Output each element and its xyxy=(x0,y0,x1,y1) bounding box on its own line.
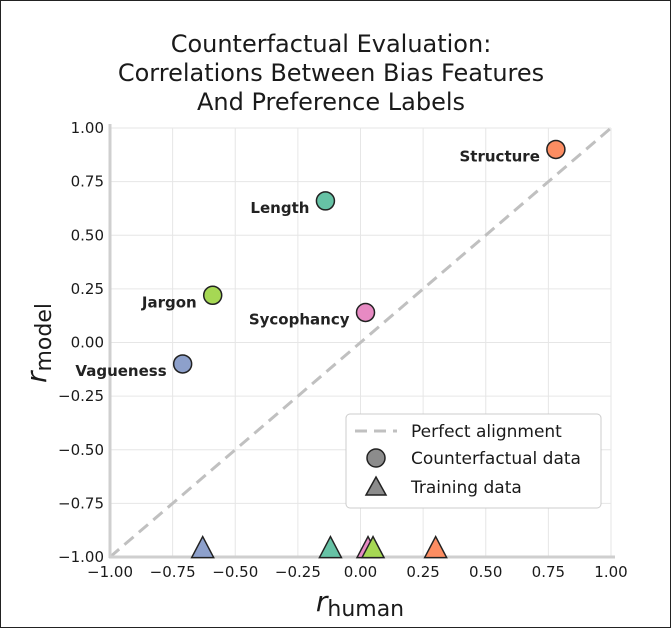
point-label-length: Length xyxy=(250,199,309,217)
x-tick-label: 0.75 xyxy=(532,563,565,581)
y-tick-labels: 1.00 0.75 0.50 0.25 0.00 −0.25 −0.50 −0.75 −1.00 xyxy=(58,119,104,566)
chart-title-line-2: Correlations Between Bias Features xyxy=(118,59,544,87)
chart-title-line-3: And Preference Labels xyxy=(197,88,465,116)
counterfactual-point-length xyxy=(315,191,336,211)
legend-label-perfect-alignment: Perfect alignment xyxy=(411,422,562,442)
x-tick-labels: −1.00 −0.75 −0.50 −0.25 0.00 0.25 0.50 0.75 1.00 xyxy=(87,563,628,581)
y-axis-label-base: r xyxy=(20,370,53,383)
point-label-jargon: Jargon xyxy=(141,293,197,311)
counterfactual-point-sycophancy xyxy=(355,302,376,323)
chart-title: Counterfactual Evaluation: Correlations … xyxy=(118,30,544,116)
y-tick-label: −0.75 xyxy=(58,494,104,512)
legend: Perfect alignment Counterfactual data Tr… xyxy=(345,413,602,509)
y-tick-label: −0.25 xyxy=(58,387,104,405)
legend-label-counterfactual-data: Counterfactual data xyxy=(411,449,581,469)
x-tick-label: 0.00 xyxy=(344,563,377,581)
counterfactual-points xyxy=(172,139,566,374)
x-tick-label: −0.50 xyxy=(212,563,258,581)
legend-label-training-data: Training data xyxy=(410,478,522,498)
y-tick-label: −1.00 xyxy=(58,548,104,566)
y-tick-label: 0.00 xyxy=(71,334,104,352)
y-tick-label: −0.50 xyxy=(58,441,104,459)
counterfactual-point-jargon xyxy=(202,285,223,306)
point-label-vagueness: Vagueness xyxy=(75,362,166,380)
y-tick-label: 0.75 xyxy=(71,173,104,191)
x-tick-label: −1.00 xyxy=(87,563,133,581)
y-tick-label: 1.00 xyxy=(71,119,104,137)
legend-circle-icon xyxy=(366,448,386,468)
training-point-triangle xyxy=(318,534,343,559)
training-points xyxy=(190,534,448,559)
x-tick-label: 1.00 xyxy=(594,563,627,581)
counterfactual-point-structure xyxy=(546,139,566,160)
y-axis-label-sub: model xyxy=(32,303,57,372)
x-tick-label: 0.25 xyxy=(406,563,439,581)
x-axis-label: rhuman xyxy=(316,585,404,622)
x-tick-label: −0.75 xyxy=(150,563,196,581)
training-point-triangle xyxy=(360,534,386,559)
counterfactual-point-vagueness xyxy=(172,354,193,374)
x-tick-label: −0.25 xyxy=(275,563,321,581)
perfect-alignment-line xyxy=(109,126,612,559)
x-axis-label-base: r xyxy=(316,585,329,618)
counterfactual-point-labels: Structure Length Jargon Sycophancy Vagueness xyxy=(75,147,539,380)
training-point-triangle xyxy=(423,534,448,559)
training-point-triangle xyxy=(190,534,215,559)
legend-triangle-icon xyxy=(364,475,388,496)
x-axis-label-sub: human xyxy=(327,597,404,622)
y-axis-label: rmodel xyxy=(20,303,57,383)
point-label-sycophancy: Sycophancy xyxy=(249,310,350,328)
x-tick-label: 0.50 xyxy=(469,563,502,581)
chart-title-line-1: Counterfactual Evaluation: xyxy=(171,30,492,58)
y-tick-label: 0.50 xyxy=(71,226,104,244)
y-tick-label: 0.25 xyxy=(71,280,104,298)
point-label-structure: Structure xyxy=(460,147,540,165)
legend-box xyxy=(345,413,602,509)
